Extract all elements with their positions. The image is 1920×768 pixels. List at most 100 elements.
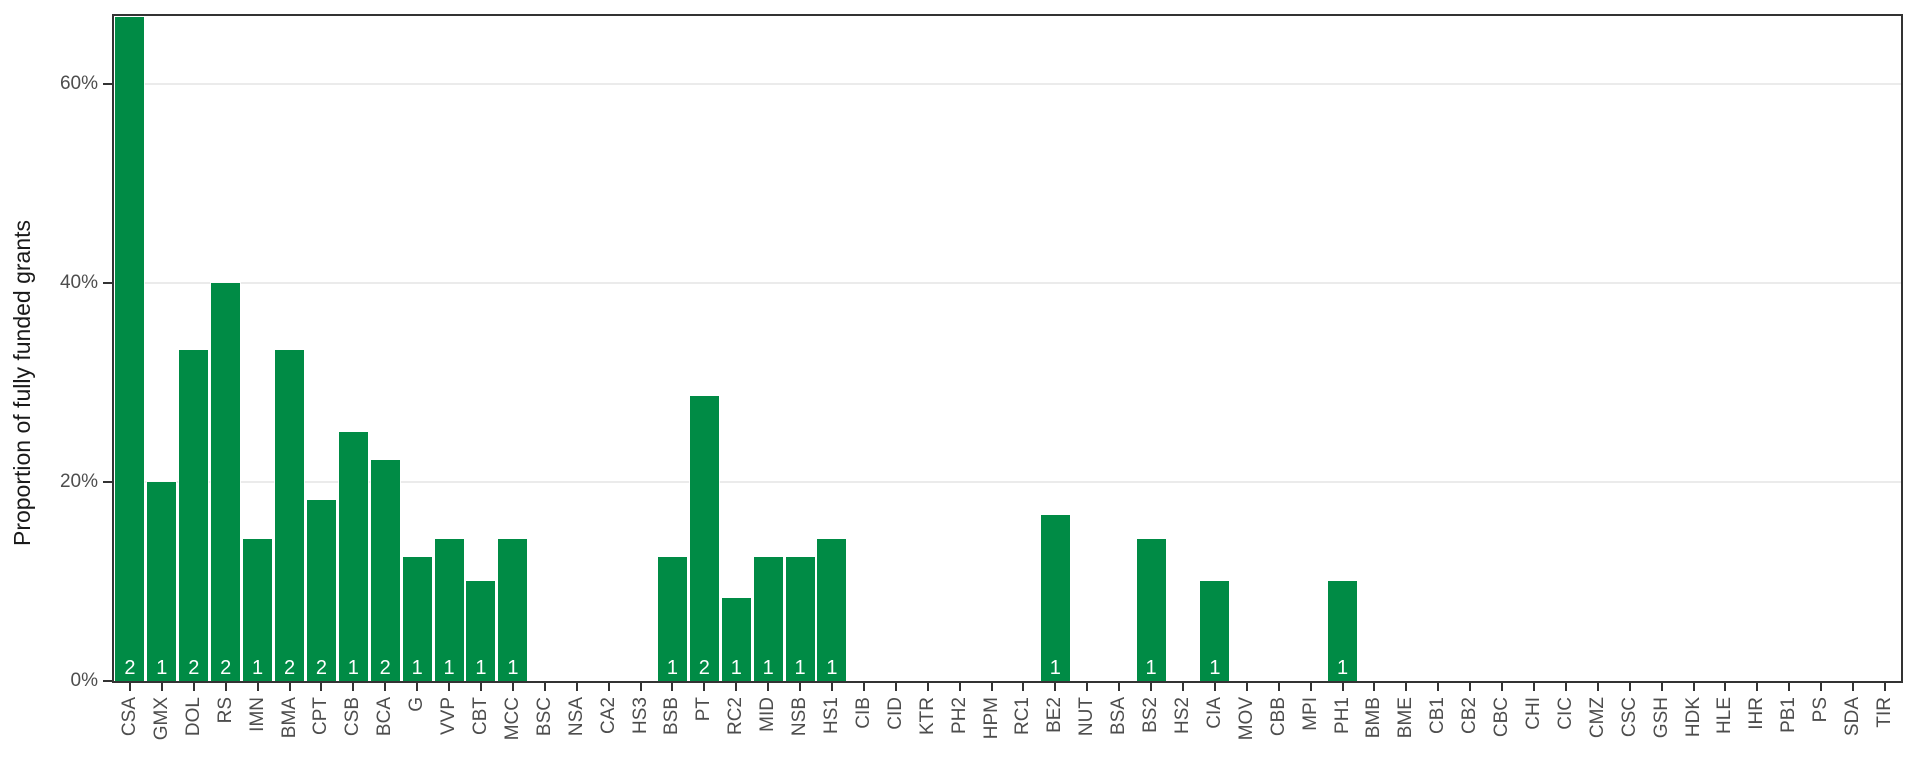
x-tick-mark: [416, 683, 419, 691]
x-tick-mark: [511, 683, 514, 691]
x-tick-mark: [1533, 683, 1536, 691]
x-tick-label: CB2: [1459, 697, 1481, 734]
x-tick-mark: [735, 683, 738, 691]
bar-count-label: 1: [666, 657, 678, 679]
x-tick-mark: [1596, 683, 1599, 691]
y-tick-mark: [103, 82, 112, 85]
x-tick-mark: [799, 683, 802, 691]
bar-g: 1: [402, 556, 432, 681]
x-tick-label: HDK: [1682, 697, 1704, 738]
x-tick-mark: [703, 683, 706, 691]
bar-gmx: 1: [147, 481, 177, 681]
bar-imn: 1: [243, 538, 273, 681]
x-tick-mark: [575, 683, 578, 691]
bar-cia: 1: [1200, 581, 1230, 681]
gridline-20%: [114, 480, 1901, 483]
x-tick-label: HPM: [980, 697, 1002, 740]
x-tick-mark: [288, 683, 291, 691]
x-tick-label: CMZ: [1586, 697, 1608, 739]
x-tick-label: CBB: [1267, 697, 1289, 737]
x-tick-mark: [1054, 683, 1057, 691]
x-tick-label: NSA: [565, 697, 587, 737]
bar-rc2: 1: [721, 598, 751, 681]
bar-count-label: 1: [1145, 657, 1157, 679]
bar-be2: 1: [1040, 514, 1070, 681]
x-tick-mark: [1309, 683, 1312, 691]
x-tick-label: RS: [214, 697, 236, 724]
x-tick-mark: [192, 683, 195, 691]
x-tick-mark: [1182, 683, 1184, 691]
x-tick-mark: [1437, 683, 1440, 691]
bar-csb: 1: [338, 432, 368, 681]
bar-csa: 2: [115, 17, 145, 681]
x-tick-label: MOV: [1235, 697, 1257, 741]
x-tick-label: NUT: [1076, 697, 1098, 737]
x-tick-label: PB1: [1778, 697, 1800, 733]
x-tick-label: CPT: [310, 697, 332, 735]
x-tick-label: PH2: [948, 697, 970, 734]
x-tick-label: GMX: [150, 697, 172, 741]
x-tick-mark: [1788, 683, 1791, 691]
bar-mcc: 1: [498, 538, 528, 681]
y-tick-mark: [103, 480, 112, 483]
y-tick-label: 20%: [59, 470, 98, 492]
bar-cpt: 2: [306, 499, 336, 681]
bar-bsb: 1: [657, 556, 687, 681]
x-tick-mark: [1150, 683, 1153, 691]
x-tick-label: GSH: [1650, 697, 1672, 739]
x-tick-label: BSA: [1108, 697, 1130, 736]
x-tick-mark: [926, 683, 929, 691]
gridline-60%: [114, 82, 1901, 85]
x-tick-mark: [1341, 683, 1344, 691]
bar-dol: 2: [179, 349, 209, 681]
bar-count-label: 1: [1049, 657, 1061, 679]
bar-vvp: 1: [434, 538, 464, 681]
bar-mid: 1: [753, 556, 783, 681]
bar-bca: 2: [370, 460, 400, 681]
x-tick-mark: [1852, 683, 1855, 691]
bar-count-label: 1: [475, 657, 487, 679]
x-tick-mark: [990, 683, 993, 691]
x-tick-mark: [1118, 683, 1121, 691]
x-tick-label: PH1: [1331, 697, 1353, 734]
x-tick-label: BMB: [1363, 697, 1385, 739]
x-tick-label: SDA: [1842, 697, 1864, 737]
x-tick-label: G: [406, 697, 428, 712]
y-tick-mark: [103, 281, 112, 284]
x-tick-label: CSB: [342, 697, 364, 737]
x-tick-mark: [479, 683, 482, 691]
x-tick-mark: [1692, 683, 1695, 691]
x-tick-label: IHR: [1746, 697, 1768, 730]
x-tick-mark: [639, 683, 642, 691]
x-tick-mark: [1628, 683, 1631, 691]
bar-rs: 2: [211, 282, 241, 681]
bar-pt: 2: [689, 396, 719, 681]
x-tick-mark: [1660, 683, 1663, 691]
x-tick-mark: [256, 683, 259, 691]
x-tick-mark: [320, 683, 323, 691]
x-tick-label: TIR: [1874, 697, 1896, 728]
x-tick-label: CB1: [1427, 697, 1449, 734]
x-tick-label: NSB: [789, 697, 811, 737]
x-tick-label: HS1: [820, 697, 842, 734]
x-tick-mark: [1277, 683, 1280, 691]
bar-count-label: 1: [1337, 657, 1349, 679]
x-tick-mark: [1213, 683, 1216, 691]
y-tick-label: 0%: [70, 670, 98, 691]
x-tick-label: RC1: [1012, 697, 1034, 736]
x-tick-mark: [1373, 683, 1376, 691]
x-tick-label: BME: [1395, 697, 1417, 739]
bar-count-label: 1: [1209, 657, 1221, 679]
x-tick-label: CIA: [1203, 697, 1225, 729]
bar-bma: 2: [275, 349, 304, 681]
bar-count-label: 1: [826, 657, 838, 679]
x-tick-label: VVP: [438, 697, 460, 736]
x-tick-label: CSA: [118, 697, 140, 737]
x-tick-mark: [894, 683, 897, 691]
x-tick-mark: [224, 683, 227, 691]
x-tick-mark: [1756, 683, 1759, 691]
bar-count-label: 1: [411, 657, 423, 679]
y-tick-label: 60%: [59, 72, 98, 94]
bar-count-label: 1: [730, 657, 742, 679]
